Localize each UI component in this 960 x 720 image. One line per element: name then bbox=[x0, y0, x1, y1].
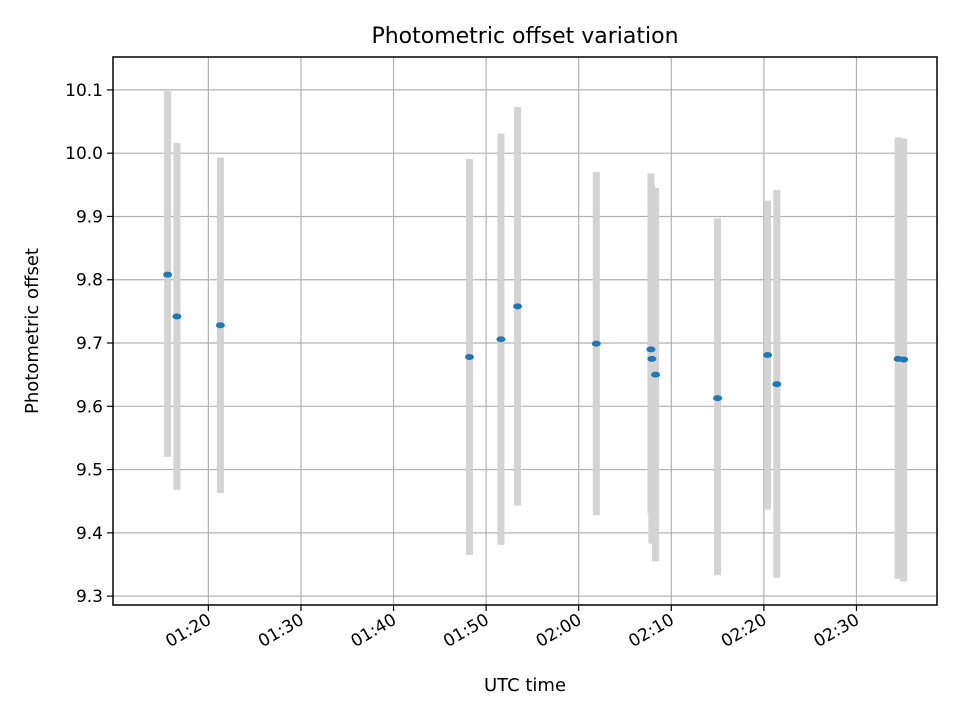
y-tick-label: 9.6 bbox=[76, 397, 103, 417]
data-point bbox=[215, 322, 225, 329]
x-tick-label: 01:50 bbox=[440, 610, 492, 652]
x-tick-label: 02:10 bbox=[625, 610, 677, 652]
data-point bbox=[651, 371, 661, 378]
data-point bbox=[591, 340, 601, 347]
y-tick-label: 9.8 bbox=[76, 271, 103, 291]
y-tick-label: 9.5 bbox=[76, 461, 103, 481]
data-point bbox=[646, 346, 656, 353]
x-tick-label: 01:20 bbox=[162, 610, 214, 652]
chart-title: Photometric offset variation bbox=[371, 24, 678, 49]
y-axis-ticks: 9.3 9.4 9.5 9.6 9.7 9.8 9.9 10.0 10.1 bbox=[65, 81, 113, 607]
data-point bbox=[172, 313, 182, 320]
y-axis-label: Photometric offset bbox=[22, 248, 43, 414]
y-tick-label: 9.9 bbox=[76, 207, 103, 227]
x-tick-label: 02:00 bbox=[533, 610, 585, 652]
error-bars bbox=[164, 91, 908, 582]
x-axis-ticks: 01:20 01:30 01:40 01:50 02:00 02:10 02:20 02:30 bbox=[162, 605, 863, 652]
data-point bbox=[713, 395, 723, 402]
y-tick-label: 9.7 bbox=[76, 334, 103, 354]
x-tick-label: 01:40 bbox=[348, 610, 400, 652]
grid bbox=[113, 57, 937, 605]
data-point bbox=[496, 336, 506, 343]
data-point bbox=[772, 381, 782, 388]
y-tick-label: 10.1 bbox=[65, 81, 103, 101]
data-point bbox=[513, 303, 523, 310]
x-tick-label: 02:30 bbox=[811, 610, 863, 652]
x-tick-label: 02:20 bbox=[718, 610, 770, 652]
data-points bbox=[163, 271, 909, 402]
x-axis-label: UTC time bbox=[484, 675, 566, 696]
data-point bbox=[899, 356, 909, 363]
data-point bbox=[647, 355, 657, 362]
plot-frame bbox=[112, 56, 938, 606]
y-tick-label: 10.0 bbox=[65, 144, 103, 164]
y-tick-label: 9.4 bbox=[76, 524, 103, 544]
data-point bbox=[763, 352, 773, 359]
data-point bbox=[163, 271, 173, 278]
y-tick-label: 9.3 bbox=[76, 587, 103, 607]
data-point bbox=[464, 353, 474, 360]
x-tick-label: 01:30 bbox=[255, 610, 307, 652]
